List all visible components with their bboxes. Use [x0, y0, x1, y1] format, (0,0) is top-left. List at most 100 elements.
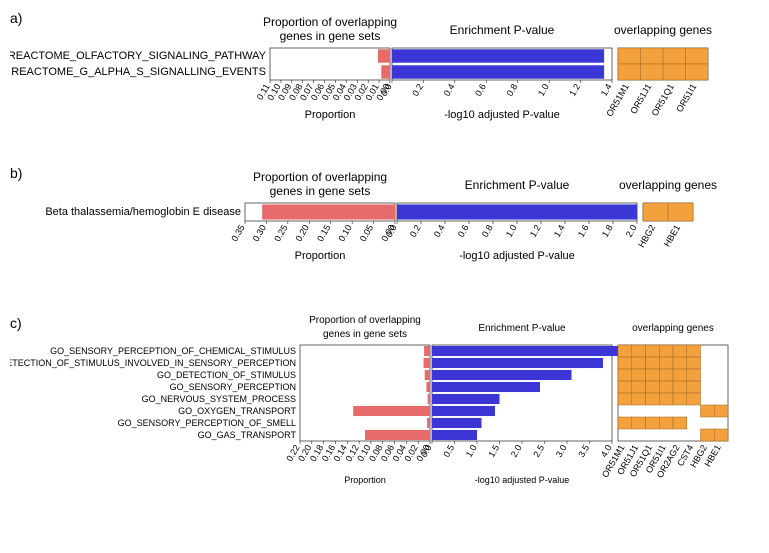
heatmap-cell	[687, 345, 701, 357]
heatmap-cell	[673, 345, 687, 357]
pval-tick-label: 2.5	[531, 443, 546, 459]
heatmap-cell	[646, 417, 660, 429]
heatmap-cell	[714, 429, 728, 441]
row-label: GO_SENSORY_PERCEPTION_OF_SMELL	[118, 418, 296, 428]
row-label: REACTOME_G_ALPHA_S_SIGNALLING_EVENTS	[11, 66, 266, 78]
pval-tick-label: 0.4	[432, 223, 447, 239]
proportion-bar	[381, 65, 390, 78]
heatmap-cell	[632, 381, 646, 393]
heatmap-cell	[641, 48, 664, 64]
heatmap-cell	[673, 369, 687, 381]
heatmap-cell	[659, 345, 673, 357]
prop-plot-border	[270, 48, 390, 80]
pval-tick-label: 1.8	[600, 223, 615, 239]
row-label: GO_DETECTION_OF_STIMULUS	[157, 370, 296, 380]
pval-axis-title: -log10 adjusted P-value	[444, 109, 560, 121]
row-label: GO_DETECTION_OF_STIMULUS_INVOLVED_IN_SEN…	[10, 358, 296, 368]
panel-b: b) Proportion of overlappinggenes in gen…	[10, 165, 759, 295]
proportion-bar	[426, 382, 430, 392]
col-title-prop1: Proportion of overlapping	[263, 15, 397, 29]
heatmap-cell	[632, 393, 646, 405]
row-label: GO_OXYGEN_TRANSPORT	[178, 406, 296, 416]
heatmap-cell	[701, 405, 715, 417]
prop-tick-label: 0.10	[336, 223, 353, 243]
pval-tick-label: 3.5	[576, 443, 591, 459]
heatmap-cell	[618, 381, 632, 393]
heatmap-cell	[646, 369, 660, 381]
pvalue-bar	[432, 346, 626, 356]
col-title-pval: Enrichment P-value	[478, 323, 566, 334]
row-label: GO_SENSORY_PERCEPTION_OF_CHEMICAL_STIMUL…	[50, 346, 296, 356]
proportion-bar	[365, 430, 430, 440]
row-label: REACTOME_OLFACTORY_SIGNALING_PATHWAY	[10, 50, 267, 62]
pvalue-bar	[432, 418, 482, 428]
heatmap-cell	[714, 405, 728, 417]
panel-c-label: c)	[10, 315, 22, 331]
heatmap-cell	[668, 203, 693, 221]
col-title-prop2: genes in gene sets	[323, 329, 407, 340]
gene-label: OR51I1	[674, 82, 698, 114]
prop-tick-label: 0.15	[315, 223, 332, 243]
prop-axis-title: Proportion	[305, 109, 356, 121]
heatmap-cell	[659, 381, 673, 393]
col-title-genes: overlapping genes	[632, 323, 714, 334]
col-title-prop2: genes in gene sets	[270, 184, 371, 198]
col-title-prop2: genes in gene sets	[280, 29, 381, 43]
heatmap-cell	[659, 393, 673, 405]
heatmap-cell	[618, 357, 632, 369]
heatmap-cell	[701, 429, 715, 441]
prop-tick-label: 0.20	[294, 223, 311, 243]
panel-c: c) Proportion of overlappinggenes in gen…	[10, 315, 759, 510]
panel-a-svg: Proportion of overlappinggenes in gene s…	[10, 10, 759, 145]
panel-b-svg: Proportion of overlappinggenes in gene s…	[10, 165, 759, 295]
col-title-pval: Enrichment P-value	[450, 23, 555, 37]
pval-tick-label: 0.6	[456, 223, 471, 239]
gene-label: HBE1	[662, 223, 682, 248]
row-label: GO_GAS_TRANSPORT	[198, 430, 297, 440]
pvalue-bar	[397, 204, 637, 219]
prop-axis-title: Proportion	[295, 250, 346, 262]
pvalue-bar	[432, 358, 603, 368]
row-label: GO_NERVOUS_SYSTEM_PROCESS	[142, 394, 296, 404]
pval-tick-label: 0.5	[441, 443, 456, 459]
proportion-bar	[427, 418, 430, 428]
heatmap-cell	[618, 48, 641, 64]
pval-tick-label: 1.2	[528, 223, 543, 239]
heatmap-cell	[632, 369, 646, 381]
pval-tick-label: 0.6	[473, 82, 488, 98]
prop-tick-label: 0.35	[229, 223, 246, 243]
heatmap-cell	[618, 64, 641, 80]
heatmap-cell	[643, 203, 668, 221]
heatmap-cell	[618, 417, 632, 429]
heatmap-cell	[646, 393, 660, 405]
heatmap-cell	[646, 357, 660, 369]
proportion-bar	[353, 406, 430, 416]
proportion-bar	[262, 204, 395, 219]
proportion-bar	[425, 370, 430, 380]
pval-tick-label: 0.8	[480, 223, 495, 239]
panel-c-svg: Proportion of overlappinggenes in gene s…	[10, 315, 759, 510]
pval-tick-label: 1.4	[552, 223, 567, 239]
heatmap-cell	[659, 369, 673, 381]
heatmap-cell	[673, 357, 687, 369]
heatmap-cell	[632, 417, 646, 429]
heatmap-cell	[659, 417, 673, 429]
pval-tick-label: 0.2	[408, 223, 423, 239]
heatmap-cell	[659, 357, 673, 369]
pvalue-bar	[392, 49, 604, 62]
panel-b-label: b)	[10, 165, 22, 181]
pval-tick-label: 1.0	[536, 82, 551, 98]
col-title-genes: overlapping genes	[614, 23, 712, 37]
heatmap-cell	[686, 48, 709, 64]
proportion-bar	[428, 394, 430, 404]
pval-tick-label: 1.6	[576, 223, 591, 239]
pvalue-bar	[432, 394, 500, 404]
heatmap-cell	[663, 64, 686, 80]
pval-tick-label: 3.0	[554, 443, 569, 459]
heatmap-cell	[687, 381, 701, 393]
heatmap-cell	[618, 345, 632, 357]
gene-label: OR51Q1	[650, 82, 676, 118]
pval-tick-label: 2.0	[624, 223, 639, 239]
heatmap-cell	[646, 345, 660, 357]
pval-tick-label: 2.0	[509, 443, 524, 459]
